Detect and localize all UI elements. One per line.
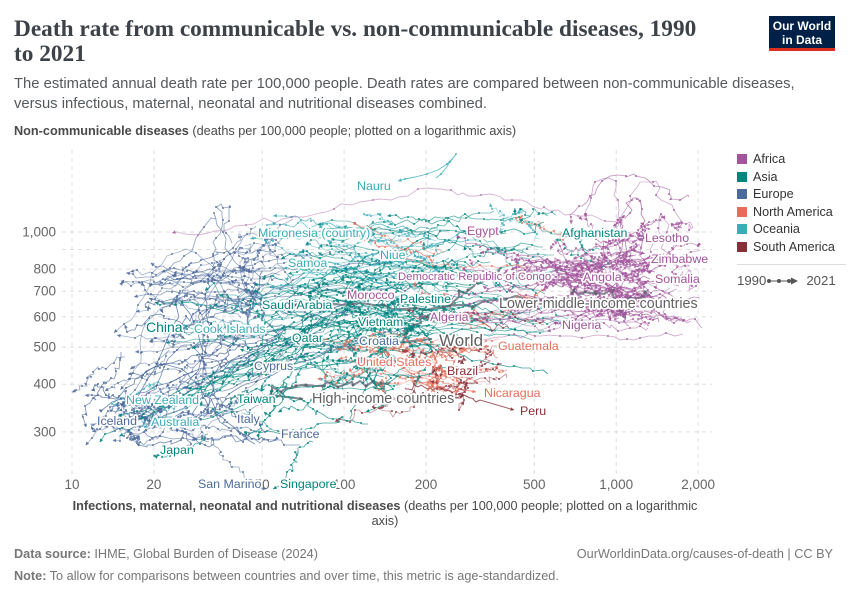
svg-text:Vietnam: Vietnam (358, 315, 403, 329)
svg-text:Cyprus: Cyprus (254, 359, 293, 373)
svg-text:New Zealand: New Zealand (126, 393, 199, 407)
svg-text:World: World (439, 331, 483, 350)
svg-text:Croatia: Croatia (359, 334, 399, 348)
svg-text:Nigeria: Nigeria (562, 318, 601, 332)
svg-text:Singapore: Singapore (280, 477, 337, 491)
svg-text:Brazil: Brazil (447, 364, 478, 378)
svg-text:France: France (281, 427, 320, 441)
svg-text:Iceland: Iceland (97, 414, 137, 428)
svg-text:Nauru: Nauru (357, 179, 391, 193)
svg-text:United States: United States (357, 355, 431, 369)
svg-text:Qatar: Qatar (292, 331, 323, 345)
svg-text:800: 800 (33, 262, 56, 277)
svg-text:Samoa: Samoa (288, 256, 327, 270)
svg-text:Japan: Japan (160, 443, 194, 457)
svg-text:Guatemala: Guatemala (498, 339, 559, 353)
svg-text:Lesotho: Lesotho (645, 231, 689, 245)
svg-text:Morocco: Morocco (347, 288, 395, 302)
svg-text:Micronesia (country): Micronesia (country) (258, 226, 370, 240)
svg-text:Somalia: Somalia (655, 272, 700, 286)
svg-text:Nicaragua: Nicaragua (484, 386, 541, 400)
svg-text:Democratic Republic of Congo: Democratic Republic of Congo (398, 271, 551, 283)
svg-text:1,000: 1,000 (22, 225, 56, 240)
svg-text:300: 300 (33, 424, 56, 439)
svg-text:Palestine: Palestine (400, 292, 451, 306)
svg-text:High-income countries: High-income countries (312, 391, 454, 407)
svg-text:China: China (146, 319, 183, 335)
svg-text:10: 10 (64, 477, 79, 492)
svg-text:Australia: Australia (151, 415, 199, 429)
svg-text:1,000: 1,000 (599, 477, 633, 492)
svg-text:700: 700 (33, 284, 56, 299)
svg-text:Saudi Arabia: Saudi Arabia (262, 298, 332, 312)
svg-text:400: 400 (33, 377, 56, 392)
svg-text:Zimbabwe: Zimbabwe (651, 252, 708, 266)
svg-text:Cook Islands: Cook Islands (194, 322, 266, 336)
svg-text:Algeria: Algeria (430, 310, 469, 324)
svg-text:Afghanistan: Afghanistan (562, 226, 628, 240)
svg-text:200: 200 (415, 477, 438, 492)
svg-text:Egypt: Egypt (467, 224, 499, 238)
svg-text:500: 500 (33, 340, 56, 355)
svg-text:600: 600 (33, 309, 56, 324)
svg-text:100: 100 (333, 477, 356, 492)
svg-text:2,000: 2,000 (681, 477, 715, 492)
svg-text:50: 50 (255, 477, 270, 492)
svg-text:Angola: Angola (583, 270, 622, 284)
svg-text:Italy: Italy (237, 412, 261, 426)
svg-text:Niue: Niue (380, 248, 406, 262)
svg-text:500: 500 (523, 477, 546, 492)
svg-text:Peru: Peru (520, 404, 546, 418)
svg-text:Lower-middle-income countries: Lower-middle-income countries (499, 296, 698, 312)
svg-text:San Marino: San Marino (198, 477, 261, 491)
svg-text:Taiwan: Taiwan (237, 392, 276, 406)
svg-text:20: 20 (146, 477, 161, 492)
